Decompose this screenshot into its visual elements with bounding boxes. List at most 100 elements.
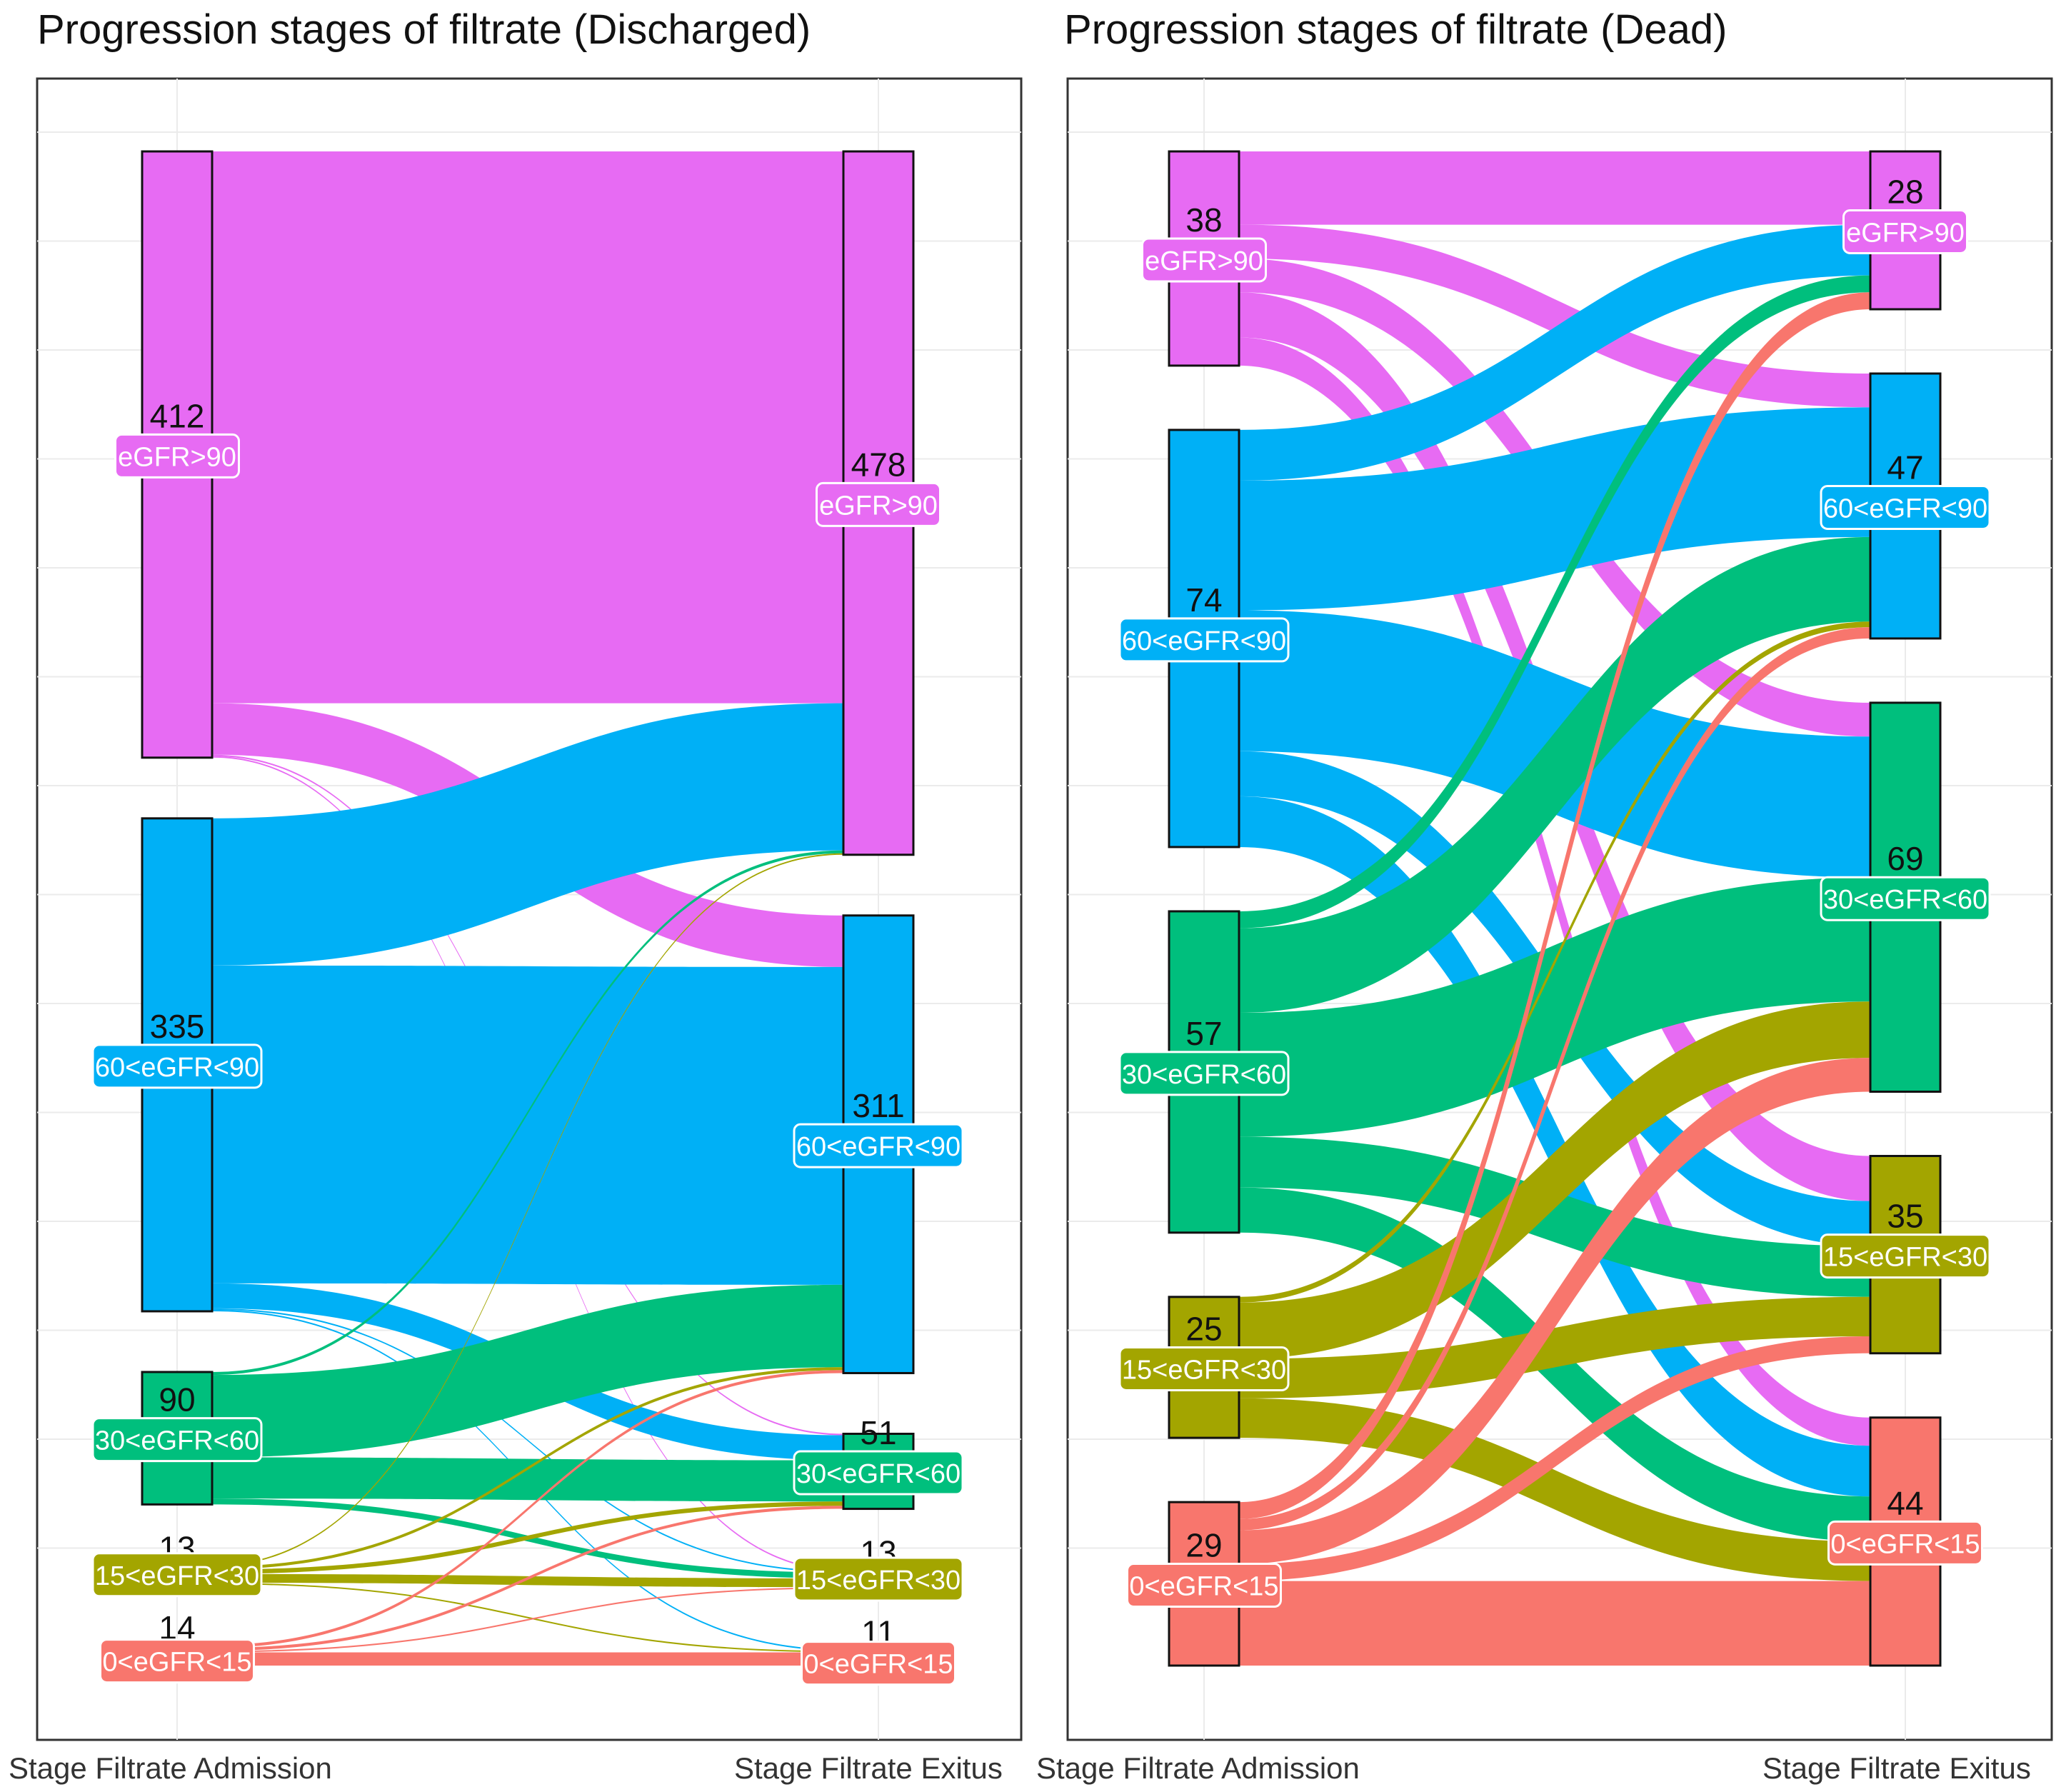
admission-count-60-lt-egfr-lt-90: 335	[150, 1008, 205, 1045]
admission-label-box-0-lt-egfr-lt-15	[99, 1638, 255, 1684]
admission-count-15-lt-egfr-lt-30: 25	[1185, 1310, 1222, 1347]
admission-label-60-lt-egfr-lt-90: 60<eGFR<90	[1122, 626, 1286, 656]
exitus-label-30-lt-egfr-lt-60: 30<eGFR<60	[796, 1459, 961, 1489]
exitus-label-egfr-gt-90: eGFR>90	[819, 491, 938, 521]
flow-0-lt-egfr-lt-15-to-15-lt-egfr-lt-30	[212, 1587, 843, 1653]
admission-label-0-lt-egfr-lt-15: 0<eGFR<15	[102, 1648, 251, 1678]
flow-30-lt-egfr-lt-60-to-egfr-gt-90	[1239, 275, 1870, 928]
admission-count-egfr-gt-90: 38	[1185, 201, 1222, 239]
flow-15-lt-egfr-lt-30-to-15-lt-egfr-lt-30	[212, 1573, 843, 1588]
flow-group	[1239, 151, 1870, 1666]
admission-label-60-lt-egfr-lt-90: 60<eGFR<90	[95, 1053, 259, 1083]
exitus-label-15-lt-egfr-lt-30: 15<eGFR<30	[796, 1566, 961, 1596]
flow-60-lt-egfr-lt-90-to-0-lt-egfr-lt-15	[1239, 796, 1870, 1497]
exitus-label-box-60-lt-egfr-lt-90	[1820, 484, 1991, 530]
chart-title: Progression stages of filtrate (Dead)	[1064, 6, 1727, 53]
x-axis-label-admission: Stage Filtrate Admission	[9, 1751, 332, 1785]
exitus-label-60-lt-egfr-lt-90: 60<eGFR<90	[1823, 494, 1987, 524]
flow-30-lt-egfr-lt-60-to-60-lt-egfr-lt-90	[212, 1284, 843, 1458]
exitus-count-0-lt-egfr-lt-15: 44	[1887, 1484, 1923, 1521]
flow-0-lt-egfr-lt-15-to-15-lt-egfr-lt-30	[1239, 1336, 1870, 1581]
admission-label-box-30-lt-egfr-lt-60	[1118, 1051, 1290, 1096]
admission-label-30-lt-egfr-lt-60: 30<eGFR<60	[1122, 1060, 1286, 1090]
sankey-plot-discharged: 412eGFR>9033560<eGFR<909030<eGFR<601315<…	[36, 77, 1023, 1741]
flow-60-lt-egfr-lt-90-to-60-lt-egfr-lt-90	[1239, 407, 1870, 611]
exitus-label-box-30-lt-egfr-lt-60	[793, 1450, 964, 1496]
admission-label-box-60-lt-egfr-lt-90	[91, 1043, 263, 1089]
flow-0-lt-egfr-lt-15-to-60-lt-egfr-lt-90	[1239, 627, 1870, 1531]
flow-15-lt-egfr-lt-30-to-60-lt-egfr-lt-90	[1239, 621, 1870, 1303]
chart-title: Progression stages of filtrate (Discharg…	[37, 6, 811, 53]
admission-label-box-15-lt-egfr-lt-30	[91, 1552, 263, 1598]
admission-label-egfr-gt-90: eGFR>90	[118, 442, 236, 472]
flow-egfr-gt-90-to-egfr-gt-90	[1239, 151, 1870, 225]
flow-15-lt-egfr-lt-30-to-egfr-gt-90	[212, 853, 843, 1567]
exitus-label-60-lt-egfr-lt-90: 60<eGFR<90	[796, 1132, 961, 1162]
flow-0-lt-egfr-lt-15-to-30-lt-egfr-lt-60	[1239, 1058, 1870, 1564]
admission-label-15-lt-egfr-lt-30: 15<eGFR<30	[95, 1561, 259, 1591]
flow-60-lt-egfr-lt-90-to-15-lt-egfr-lt-30	[212, 1308, 843, 1573]
exitus-count-30-lt-egfr-lt-60: 51	[860, 1414, 896, 1451]
exitus-label-box-egfr-gt-90	[1842, 209, 1968, 254]
admission-count-30-lt-egfr-lt-60: 57	[1185, 1015, 1222, 1052]
exitus-label-egfr-gt-90: eGFR>90	[1846, 218, 1965, 248]
x-axis-label-exitus: Stage Filtrate Exitus	[1762, 1751, 2031, 1785]
exitus-count-60-lt-egfr-lt-90: 311	[852, 1087, 904, 1124]
admission-label-box-60-lt-egfr-lt-90	[1118, 617, 1290, 663]
admission-label-box-0-lt-egfr-lt-15	[1126, 1563, 1282, 1608]
flow-30-lt-egfr-lt-60-to-60-lt-egfr-lt-90	[1239, 536, 1870, 1013]
admission-count-60-lt-egfr-lt-90: 74	[1185, 581, 1222, 619]
flow-60-lt-egfr-lt-90-to-60-lt-egfr-lt-90	[212, 965, 843, 1285]
exitus-count-15-lt-egfr-lt-30: 35	[1887, 1198, 1923, 1235]
flow-30-lt-egfr-lt-60-to-30-lt-egfr-lt-60	[212, 1457, 843, 1502]
admission-label-0-lt-egfr-lt-15: 0<eGFR<15	[1129, 1572, 1278, 1602]
admission-count-0-lt-egfr-lt-15: 29	[1185, 1527, 1222, 1564]
admission-count-30-lt-egfr-lt-60: 90	[159, 1381, 195, 1418]
exitus-label-15-lt-egfr-lt-30: 15<eGFR<30	[1823, 1243, 1987, 1273]
flow-15-lt-egfr-lt-30-to-0-lt-egfr-lt-15	[212, 1583, 843, 1653]
exitus-label-box-0-lt-egfr-lt-15	[1827, 1520, 1983, 1566]
exitus-label-box-15-lt-egfr-lt-30	[1820, 1233, 1991, 1279]
flow-egfr-gt-90-to-egfr-gt-90	[212, 151, 843, 704]
flow-egfr-gt-90-to-60-lt-egfr-lt-90	[1239, 224, 1870, 408]
flow-0-lt-egfr-lt-15-to-30-lt-egfr-lt-60	[212, 1506, 843, 1651]
flow-15-lt-egfr-lt-30-to-15-lt-egfr-lt-30	[1239, 1296, 1870, 1398]
flow-0-lt-egfr-lt-15-to-60-lt-egfr-lt-90	[212, 1370, 843, 1648]
x-axis-label-exitus: Stage Filtrate Exitus	[734, 1751, 1003, 1785]
exitus-label-box-60-lt-egfr-lt-90	[793, 1123, 964, 1168]
exitus-label-30-lt-egfr-lt-60: 30<eGFR<60	[1823, 885, 1987, 915]
exitus-count-30-lt-egfr-lt-60: 69	[1887, 840, 1923, 877]
admission-label-box-egfr-gt-90	[1141, 237, 1267, 283]
flow-egfr-gt-90-to-0-lt-egfr-lt-15	[1239, 337, 1870, 1446]
admission-label-30-lt-egfr-lt-60: 30<eGFR<60	[95, 1426, 259, 1456]
flow-group	[212, 151, 843, 1666]
flow-30-lt-egfr-lt-60-to-egfr-gt-90	[212, 850, 843, 1376]
exitus-label-0-lt-egfr-lt-15: 0<eGFR<15	[1830, 1529, 1980, 1559]
admission-count-egfr-gt-90: 412	[150, 397, 205, 434]
admission-label-15-lt-egfr-lt-30: 15<eGFR<30	[1122, 1355, 1286, 1385]
flow-15-lt-egfr-lt-30-to-60-lt-egfr-lt-90	[212, 1367, 843, 1570]
exitus-label-box-30-lt-egfr-lt-60	[1820, 876, 1991, 921]
admission-label-box-15-lt-egfr-lt-30	[1118, 1346, 1290, 1391]
sankey-plot-dead: 38 eGFR>90 74 60<eGFR<90 57 30<eGFR<60 25 15<eG…	[1066, 77, 2053, 1741]
flow-60-lt-egfr-lt-90-to-egfr-gt-90	[212, 703, 843, 966]
exitus-count-egfr-gt-90: 478	[851, 446, 906, 483]
exitus-count-60-lt-egfr-lt-90: 47	[1887, 449, 1923, 486]
exitus-label-box-15-lt-egfr-lt-30	[793, 1556, 964, 1602]
exitus-label-box-0-lt-egfr-lt-15	[801, 1641, 956, 1686]
flow-30-lt-egfr-lt-60-to-30-lt-egfr-lt-60	[1239, 877, 1870, 1137]
flow-15-lt-egfr-lt-30-to-30-lt-egfr-lt-60	[212, 1501, 843, 1574]
flow-60-lt-egfr-lt-90-to-egfr-gt-90	[1239, 224, 1870, 481]
x-axis-label-admission: Stage Filtrate Admission	[1036, 1751, 1360, 1785]
chart-panel-discharged: Progression stages of filtrate (Discharg…	[0, 0, 1030, 1792]
flow-0-lt-egfr-lt-15-to-0-lt-egfr-lt-15	[1239, 1581, 1870, 1666]
exitus-label-box-egfr-gt-90	[816, 481, 941, 527]
exitus-count-egfr-gt-90: 28	[1887, 173, 1923, 210]
admission-label-box-egfr-gt-90	[114, 433, 240, 479]
exitus-label-0-lt-egfr-lt-15: 0<eGFR<15	[803, 1650, 953, 1680]
admission-label-egfr-gt-90: eGFR>90	[1145, 246, 1263, 276]
admission-label-box-30-lt-egfr-lt-60	[91, 1417, 263, 1463]
chart-panel-dead: Progression stages of filtrate (Dead) 38…	[1030, 0, 2061, 1792]
flow-0-lt-egfr-lt-15-to-0-lt-egfr-lt-15	[212, 1652, 843, 1666]
flow-15-lt-egfr-lt-30-to-0-lt-egfr-lt-15	[1239, 1398, 1870, 1581]
